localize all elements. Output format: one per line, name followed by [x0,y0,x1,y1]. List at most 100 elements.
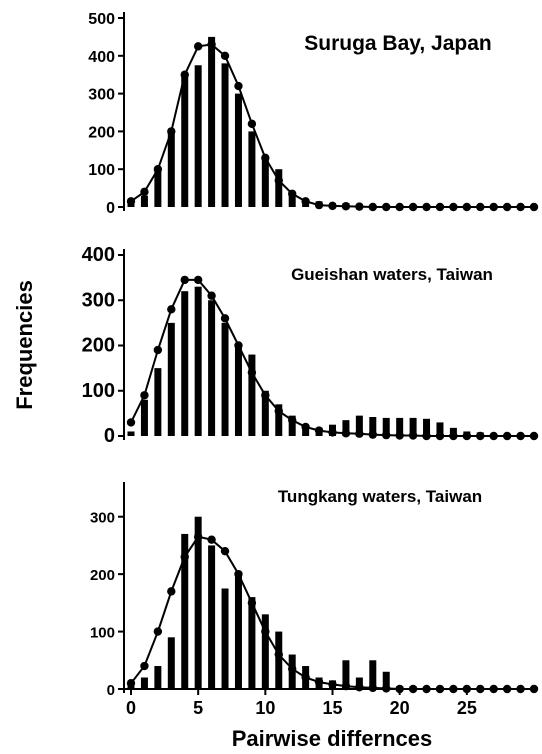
observed-bar [127,686,135,689]
expected-point [502,202,512,212]
expected-point [207,535,216,544]
expected-point [382,430,391,440]
expected-point [274,650,283,659]
observed-bar [221,322,229,436]
expected-point [422,431,431,441]
observed-bar [140,195,148,207]
expected-curve [130,278,534,437]
expected-point [462,431,472,441]
expected-curve [130,535,534,690]
y-tick-label: 0 [104,425,115,447]
observed-bar [355,415,363,436]
observed-bar [140,399,148,436]
observed-bar [248,131,256,207]
expected-point [368,430,377,439]
x-tick-label: 5 [193,698,203,718]
observed-bar [127,431,135,436]
expected-point [341,429,351,438]
expected-point [314,677,324,687]
observed-bar [208,545,216,689]
observed-bar [221,588,229,689]
observed-bar [288,195,296,207]
expected-point [220,314,230,323]
expected-point [167,127,176,136]
y-tick-label: 100 [90,625,115,642]
expected-point [408,431,418,440]
observed-bar [167,637,175,689]
observed-bar [302,426,310,436]
observed-bar [208,300,216,436]
expected-point [489,431,498,441]
expected-point [422,684,431,694]
y-tick-label: 300 [82,289,115,311]
expected-point [261,391,270,400]
expected-point [476,431,485,441]
chart-panel-1: 0 100 200 300 400 500 Suruga Bay, Japan [88,11,539,217]
panel-title: Tungkang waters, Taiwan [278,487,482,506]
observed-bar [423,418,431,436]
expected-point [153,165,163,174]
observed-bar [248,597,256,689]
observed-bar [275,631,283,689]
observed-bar [342,660,350,689]
expected-point [408,202,418,212]
expected-point [382,202,391,212]
expected-point [167,305,176,314]
expected-point [261,153,270,163]
observed-bar [382,417,390,436]
observed-bar [221,63,229,207]
expected-point [435,684,445,694]
observed-bar [436,422,444,436]
expected-point [382,684,391,693]
observed-bar [234,93,242,207]
y-tick-label: 200 [90,567,115,584]
expected-point [288,415,297,425]
y-tick-label: 400 [82,244,115,266]
observed-bar [396,417,404,436]
expected-point [395,431,404,440]
expected-point [395,202,404,212]
expected-point [422,202,431,212]
expected-point [341,202,351,211]
expected-point [301,197,310,206]
observed-bar [154,666,162,689]
expected-point [247,368,257,377]
y-tick-label: 0 [106,200,115,217]
expected-point [180,552,189,562]
observed-bar [181,74,189,207]
observed-bar [288,415,296,436]
expected-point [355,202,364,211]
expected-point [476,202,485,212]
y-tick-label: 200 [82,335,115,357]
expected-curve [130,43,534,208]
expected-point [274,406,283,416]
expected-point [288,664,297,674]
expected-point [140,187,149,197]
expected-point [153,627,163,636]
expected-point [153,345,163,355]
expected-point [220,51,230,60]
expected-point [301,673,310,682]
observed-bar [369,416,377,436]
x-tick-label: 20 [390,698,410,718]
chart-panel-2: 0 100 200 300 400 Gueishan waters, Taiwan [82,244,539,447]
observed-bar [261,390,269,436]
y-tick-label: 300 [90,510,115,527]
expected-point [234,341,243,350]
expected-point [368,683,377,693]
expected-point [234,569,243,579]
expected-point [449,202,458,212]
expected-point [355,429,364,438]
observed-bar [369,660,377,689]
observed-bar [181,533,189,689]
chart-panel-3: 0 100 200 300 0 5 10 15 20 25 Tungkang waters, Tai… [90,482,539,718]
expected-point [489,202,498,212]
observed-bar [194,286,202,436]
observed-bar [140,677,148,689]
observed-bar [261,614,269,689]
observed-bar [275,404,283,436]
expected-point [529,684,539,694]
x-tick-label: 25 [457,698,477,718]
expected-point [193,275,203,285]
